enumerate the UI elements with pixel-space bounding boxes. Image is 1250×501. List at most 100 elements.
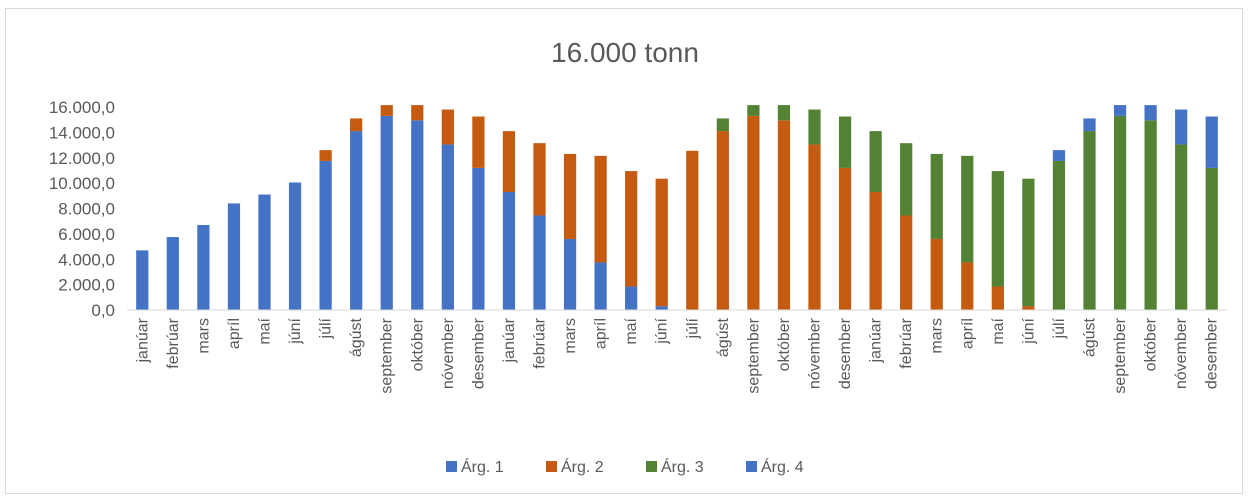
bar-segment-series-4 (1175, 109, 1188, 145)
x-tick-label: nóvember (440, 317, 457, 389)
y-tick-label: 8.000,0 (58, 200, 115, 219)
y-tick-label: 6.000,0 (58, 225, 115, 244)
legend-label: Árg. 3 (661, 457, 704, 476)
x-tick-label: maí (990, 317, 1007, 344)
bar-segment-series-2 (991, 286, 1004, 310)
bar-segment-series-1 (288, 182, 302, 310)
bar-segment-series-2 (869, 192, 882, 310)
x-tick-label: febrúar (165, 317, 182, 368)
x-tick-label: mars (929, 318, 946, 354)
x-tick-label: nóvember (807, 317, 824, 389)
bar-segment-series-1 (197, 224, 210, 310)
x-tick-label: desember (1204, 317, 1221, 389)
bar-segment-series-4 (1083, 118, 1096, 132)
legend: Árg. 1 Árg. 2 Árg. 3 Árg. 4 (446, 457, 804, 476)
bar-segment-series-2 (350, 118, 363, 132)
bar-segment-series-3 (1022, 178, 1035, 307)
bar-segment-series-3 (1205, 167, 1218, 310)
bar-segment-series-2 (961, 262, 974, 310)
x-tick-label: mars (195, 318, 212, 354)
x-tick-label: júlí (684, 317, 701, 339)
chart-frame (5, 8, 1243, 494)
bar-segment-series-1 (594, 262, 607, 310)
bar-segment-series-2 (319, 150, 332, 161)
bar-segment-series-2 (838, 167, 852, 310)
bar-segment-series-2 (502, 131, 516, 193)
bar-segment-series-1 (625, 286, 638, 310)
bars (136, 105, 1218, 311)
bar-segment-series-2 (1022, 306, 1035, 310)
bar-segment-series-3 (991, 171, 1004, 287)
bar-segment-series-1 (502, 192, 516, 310)
x-tick-label: nóvember (1173, 317, 1190, 389)
bar-segment-series-1 (472, 167, 485, 310)
bar-segment-series-2 (472, 116, 485, 168)
x-tick-label: apríl (959, 318, 976, 349)
bar-segment-series-1 (533, 215, 546, 310)
legend-swatch (546, 461, 557, 472)
bar-segment-series-1 (563, 238, 577, 310)
bar-segment-series-3 (930, 153, 943, 239)
x-tick-label: október (1143, 317, 1160, 371)
x-axis-ticks: janúar febrúar mars apríl maí júní júlí ágúst se… (134, 317, 1220, 393)
bar-segment-series-1 (166, 237, 179, 310)
bar-segment-series-2 (747, 115, 760, 310)
x-tick-label: apríl (226, 318, 243, 349)
x-tick-label: janúar (868, 317, 885, 363)
x-tick-label: september (1112, 317, 1129, 393)
x-tick-label: desember (470, 317, 487, 389)
bar-segment-series-1 (411, 120, 424, 311)
y-tick-label: 2.000,0 (58, 276, 115, 295)
bar-segment-series-1 (258, 194, 271, 310)
bar-segment-series-3 (808, 109, 821, 145)
x-tick-label: júlí (318, 317, 335, 339)
bar-segment-series-2 (594, 155, 607, 263)
x-tick-label: september (379, 317, 396, 393)
bar-segment-series-1 (136, 250, 149, 310)
legend-swatch (646, 461, 657, 472)
x-tick-label: janúar (134, 317, 151, 363)
bar-segment-series-2 (411, 105, 424, 121)
bar-segment-series-4 (1144, 105, 1157, 121)
bar-segment-series-1 (227, 203, 241, 310)
x-tick-label: janúar (501, 317, 518, 363)
x-tick-label: ágúst (1082, 317, 1099, 357)
bar-segment-series-2 (625, 171, 638, 287)
bar-segment-series-2 (441, 109, 454, 145)
x-tick-label: febrúar (898, 317, 915, 368)
x-tick-label: júní (654, 317, 671, 344)
legend-swatch (446, 461, 457, 472)
legend-swatch (746, 461, 757, 472)
legend-label: Árg. 4 (761, 457, 804, 476)
bar-segment-series-3 (1113, 115, 1127, 310)
bar-segment-series-1 (350, 131, 363, 310)
bar-segment-series-2 (655, 178, 668, 307)
y-tick-label: 0,0 (91, 301, 115, 320)
y-tick-label: 14.000,0 (49, 123, 115, 142)
bar-segment-series-3 (900, 143, 913, 216)
bar-segment-series-2 (686, 150, 699, 310)
bar-segment-series-1 (655, 306, 668, 310)
bar-segment-series-3 (747, 105, 760, 116)
bar-segment-series-2 (716, 131, 729, 310)
bar-segment-series-2 (380, 105, 393, 116)
bar-segment-series-3 (716, 118, 729, 132)
x-tick-label: ágúst (715, 317, 732, 357)
bar-segment-series-3 (1144, 120, 1157, 311)
x-tick-label: maí (257, 317, 274, 344)
y-axis-ticks: 0,0 2.000,0 4.000,0 6.000,0 8.000,0 10.000,0 1… (49, 98, 115, 320)
x-tick-label: apríl (593, 318, 610, 349)
x-tick-label: febrúar (532, 317, 549, 368)
x-tick-label: mars (562, 318, 579, 354)
x-tick-label: október (776, 317, 793, 371)
legend-label: Árg. 2 (561, 457, 604, 476)
x-tick-label: september (745, 317, 762, 393)
bar-segment-series-3 (869, 131, 882, 193)
bar-segment-series-3 (1052, 160, 1066, 310)
bar-segment-series-3 (1175, 144, 1188, 310)
bar-segment-series-4 (1113, 105, 1127, 116)
bar-segment-series-1 (441, 144, 454, 310)
y-tick-label: 12.000,0 (49, 149, 115, 168)
x-tick-label: júní (287, 317, 304, 344)
